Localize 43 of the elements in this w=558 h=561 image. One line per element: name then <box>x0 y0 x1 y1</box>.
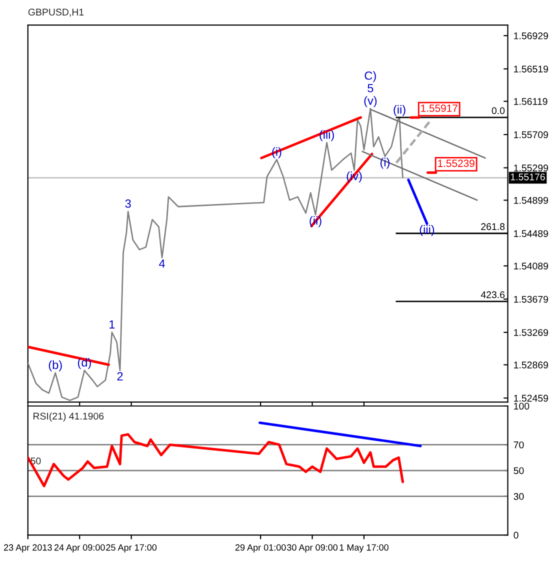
x-tick-label: 29 Apr 01:00 <box>235 544 286 552</box>
y-tick-label: 1.54489 <box>514 230 548 238</box>
y-tick-label: 1.53679 <box>514 296 548 303</box>
y-tick-label: 1.54089 <box>514 262 548 270</box>
x-tick-label: 23 Apr 2013 <box>4 544 52 552</box>
y-tick-label: 1.56929 <box>514 32 548 40</box>
y-tick-label: 30 <box>514 493 524 500</box>
y-tick-label: 1.54899 <box>514 196 548 204</box>
text: RSI(21) 41.1906 <box>33 412 104 422</box>
annotation: (iii) <box>320 130 334 142</box>
ref-line-label: 1.55176 <box>510 173 545 180</box>
x-tick-label: 25 Apr 17:00 <box>106 544 157 552</box>
series-label: 1.55917 <box>421 104 458 112</box>
y-tick-label: 0 <box>514 532 518 539</box>
annotation: 2 <box>117 372 123 380</box>
annotation: C) <box>364 71 376 82</box>
annotation: 0.0 <box>492 107 505 114</box>
y-tick-label: 50 <box>514 467 524 474</box>
y-tick-label: 1.53269 <box>514 329 548 336</box>
annotation: (ii) <box>394 105 406 116</box>
y-tick-label: 70 <box>514 441 524 448</box>
y-tick-label: 1.52869 <box>514 362 548 368</box>
annotation: (v) <box>364 96 377 108</box>
annotation: (d) <box>78 358 91 369</box>
y-tick-label: 1.52459 <box>514 394 548 402</box>
annotation: 261.8 <box>481 223 505 230</box>
annotation: (i) <box>380 158 390 169</box>
y-tick-label: 100 <box>514 402 530 410</box>
annotation: 1 <box>110 320 115 328</box>
y-tick-label: 1.56519 <box>514 66 548 72</box>
x-tick-label: 24 Apr 09:00 <box>54 544 105 552</box>
y-tick-label: 1.55709 <box>514 131 548 138</box>
annotation: 4 <box>158 260 165 268</box>
series-label: 1.55239 <box>438 160 474 168</box>
annotation: (b) <box>48 360 62 372</box>
y-tick-label: 1.55299 <box>514 164 548 172</box>
annotation: 5 <box>368 84 374 92</box>
annotation: 3 <box>125 199 131 208</box>
annotation: 423.6 <box>480 291 505 298</box>
y-tick-label: 1.56119 <box>514 98 548 105</box>
x-tick-label: 30 Apr 09:00 <box>287 544 338 552</box>
chart-title: GBPUSD,H1 <box>28 8 84 17</box>
x-tick-label: 1 May 17:00 <box>340 544 388 552</box>
